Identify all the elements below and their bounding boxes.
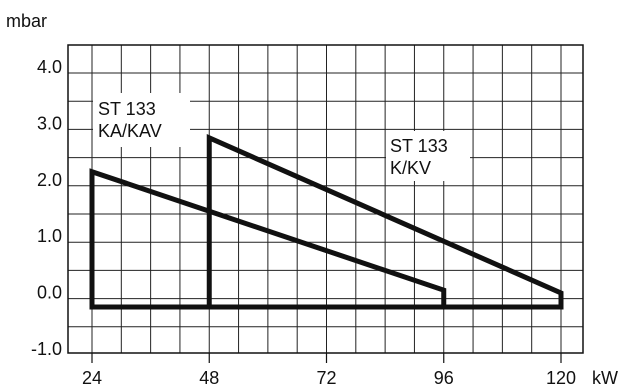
label-mask-ka [93, 93, 190, 147]
x-tick-label: 72 [316, 368, 336, 388]
y-tick-label: 3.0 [37, 113, 62, 133]
y-label-mask [2, 341, 62, 358]
plot-frame [67, 44, 584, 354]
series-label-2-line: K/KV [390, 158, 431, 178]
y-tick-label: 4.0 [37, 57, 62, 77]
x-tick-label: 48 [199, 368, 219, 388]
series-label-1-line: KA/KAV [98, 121, 162, 141]
y-tick-label: -1.0 [31, 339, 62, 359]
x-tick-labels: 24 48 72 96 120 [82, 368, 576, 388]
series-label-1-line: ST 133 [98, 99, 156, 119]
series-outline-2 [206, 134, 564, 310]
series-label-2-line: ST 133 [390, 136, 448, 156]
y-label-mask [2, 59, 62, 76]
x-tick-label: 24 [82, 368, 102, 388]
y-tick-label: 0.0 [37, 283, 62, 303]
x-tick-label: 120 [546, 368, 576, 388]
y-label-mask [2, 284, 62, 302]
y-tick-labels: 4.0 3.0 2.0 1.0 0.0 -1.0 [2, 57, 62, 359]
y-label-mask [2, 115, 62, 133]
y-label-mask [2, 171, 62, 189]
x-axis-unit: kW [592, 368, 618, 388]
x-tick-label: 96 [434, 368, 454, 388]
y-tick-label: 1.0 [37, 226, 62, 246]
y-tick-label: 2.0 [37, 170, 62, 190]
y-axis-unit: mbar [6, 11, 47, 31]
label-mask-k [386, 131, 470, 181]
grid [67, 44, 584, 363]
series-group [89, 134, 564, 310]
y-label-mask [2, 228, 62, 246]
